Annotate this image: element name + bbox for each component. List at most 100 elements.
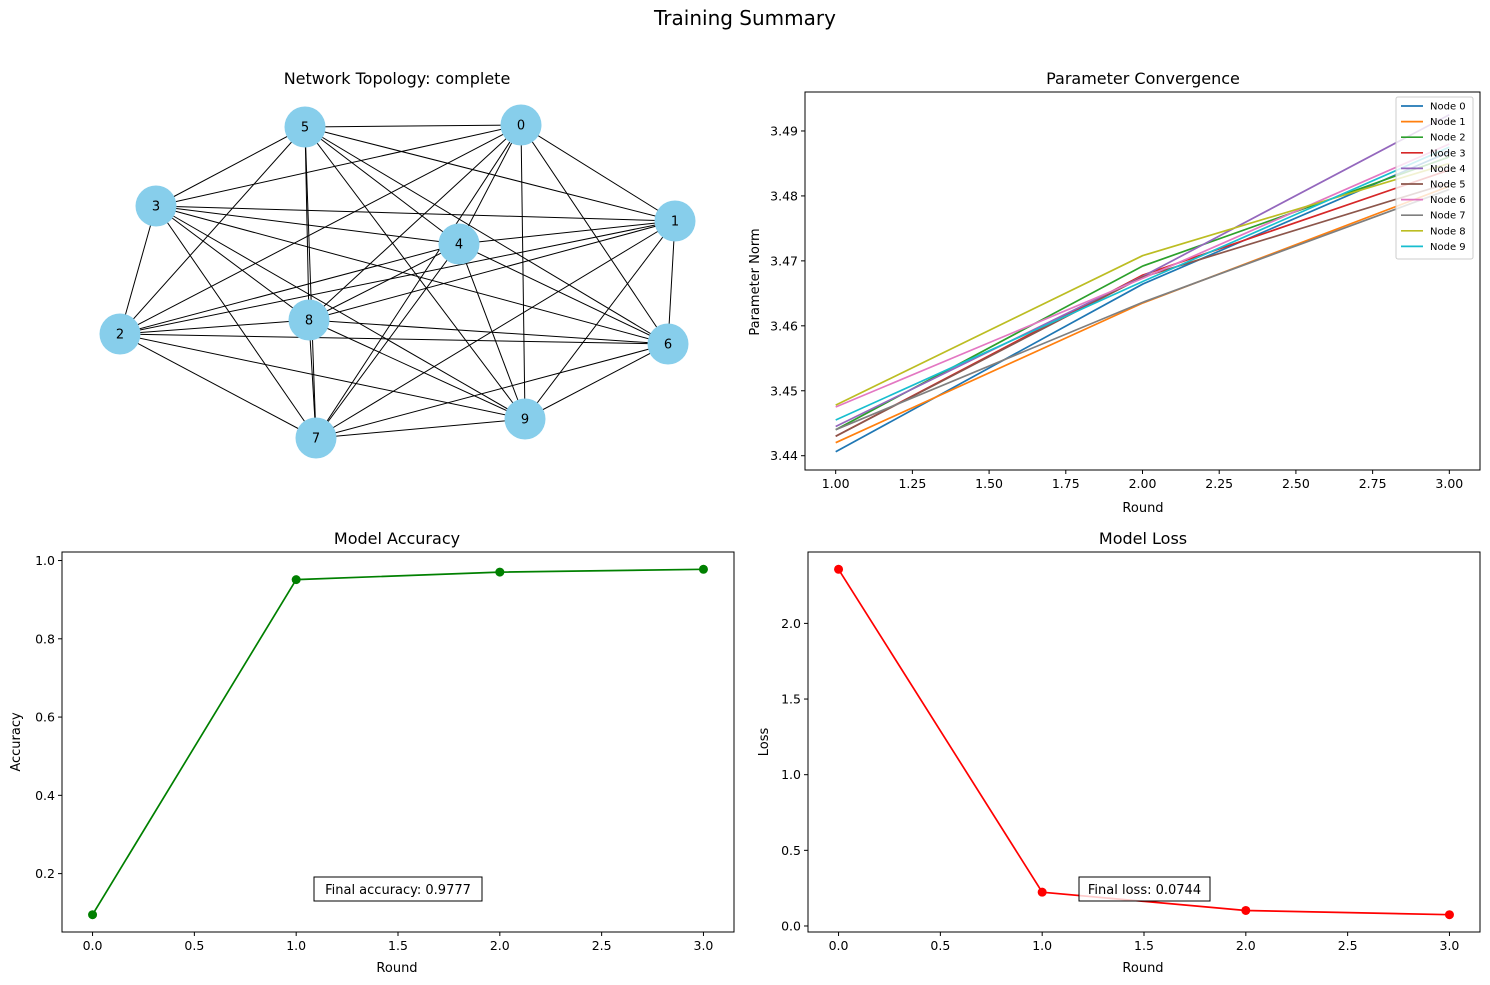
legend-entry: Node 3 — [1430, 148, 1466, 159]
annotation: Final loss: 0.0744 — [1078, 876, 1211, 902]
network-node — [288, 299, 330, 341]
network-edge — [315, 343, 669, 439]
x-tick-label: 1.50 — [975, 476, 1003, 491]
network-edge — [155, 205, 669, 345]
network-edge — [458, 243, 526, 420]
loss-axes: 0.0 0.5 1.0 1.5 2.0 2.5 3.0 0.0 0.5 1.0 1.5 2.0 Fina… — [781, 551, 1481, 953]
network-topology-title: Network Topology: complete — [284, 69, 511, 88]
legend: Node 0 Node 1 Node 2 Node 3 Node 4 Node 5 Node… — [1395, 96, 1474, 260]
annotation-text: Final loss: 0.0744 — [1088, 883, 1201, 898]
network-node-label: 1 — [671, 215, 679, 230]
y-tick-label: 3.47 — [770, 253, 798, 268]
y-tick-label: 3.46 — [770, 318, 798, 333]
network-edge — [315, 243, 460, 439]
legend-entry: Node 5 — [1430, 180, 1466, 191]
network-node — [500, 104, 542, 146]
network-node-label: 5 — [301, 121, 309, 136]
series-line — [91, 568, 704, 916]
network-node-label: 0 — [517, 119, 525, 134]
network-edge — [520, 124, 669, 345]
legend-entry: Node 2 — [1430, 133, 1466, 144]
legend-entry: Node 8 — [1430, 226, 1466, 237]
network-edge — [520, 124, 676, 222]
network-edge — [119, 205, 157, 335]
legend-entry: Node 4 — [1430, 164, 1466, 175]
y-tick-label: 0.6 — [35, 710, 55, 725]
network-edges — [119, 124, 676, 439]
network-edge — [308, 124, 522, 321]
x-tick-label: 0.0 — [83, 938, 103, 953]
network-edge — [119, 333, 526, 420]
network-node — [284, 106, 326, 148]
loss-panel: Model Loss 0.0 0.5 1.0 1.5 2.0 2.5 3.0 0.0 0.5 1.… — [757, 529, 1481, 976]
y-tick-label: 3.49 — [770, 123, 798, 138]
y-tick-label: 0.2 — [35, 866, 55, 881]
loss-title: Model Loss — [1099, 529, 1187, 548]
series-line — [835, 162, 1450, 406]
y-tick-label: 1.5 — [781, 692, 801, 707]
x-tick-label: 0.5 — [930, 938, 950, 953]
network-edge — [155, 205, 526, 420]
network-node — [504, 398, 546, 440]
x-tick-label: 1.0 — [1032, 938, 1052, 953]
network-edge — [524, 220, 676, 420]
network-node-label: 4 — [455, 238, 463, 253]
network-edge — [308, 319, 526, 420]
y-tick-label: 3.45 — [770, 383, 798, 398]
series-line — [837, 568, 1450, 916]
x-tick-label: 3.0 — [694, 938, 714, 953]
network-node-label: 3 — [152, 200, 160, 215]
x-tick-label: 2.75 — [1359, 476, 1387, 491]
annotation: Final accuracy: 0.9777 — [313, 876, 483, 902]
network-edge — [119, 333, 317, 439]
network-edge — [304, 126, 317, 439]
y-tick-label: 2.0 — [781, 616, 801, 631]
axes-frame — [61, 551, 735, 933]
network-edge — [308, 220, 676, 321]
accuracy-xlabel: Round — [376, 961, 417, 976]
data-point — [291, 575, 301, 585]
network-node-label: 7 — [312, 432, 320, 447]
network-edge — [119, 333, 669, 345]
x-tick-label: 1.0 — [286, 938, 306, 953]
network-edge — [304, 126, 669, 345]
series-line — [835, 143, 1450, 408]
series-line — [835, 182, 1450, 437]
network-edge — [119, 124, 522, 335]
network-edge — [524, 343, 669, 420]
network-node-label: 6 — [664, 338, 672, 353]
accuracy-axes: 0.0 0.5 1.0 1.5 2.0 2.5 3.0 0.2 0.4 0.6 0.8 1.0 Fina… — [35, 551, 735, 953]
network-node-label: 2 — [116, 328, 124, 343]
network-node — [647, 323, 689, 365]
network-topology-panel: Network Topology: complete 0 1 2 3 4 5 6 7 8 9 — [99, 69, 696, 459]
legend-entry: Node 9 — [1430, 242, 1466, 253]
annotation-box — [313, 876, 483, 902]
network-edge — [119, 319, 310, 335]
loss-ylabel: Loss — [757, 728, 772, 757]
network-edge — [308, 319, 669, 345]
network-nodes: 0 1 2 3 4 5 6 7 8 9 — [99, 104, 696, 459]
x-tick-label: 1.00 — [822, 476, 850, 491]
x-tick-label: 2.50 — [1282, 476, 1310, 491]
y-tick-label: 0.8 — [35, 631, 55, 646]
data-point — [1444, 910, 1454, 920]
y-tick-label: 0.4 — [35, 788, 55, 803]
x-tick-label: 2.0 — [1236, 938, 1256, 953]
network-edge — [304, 126, 526, 420]
series-line — [835, 188, 1450, 431]
network-edge — [520, 124, 526, 420]
network-edge — [304, 126, 676, 222]
network-edge — [304, 126, 460, 245]
legend-entry: Node 0 — [1430, 102, 1466, 113]
x-tick-label: 0.0 — [829, 938, 849, 953]
accuracy-panel: Model Accuracy 0.0 0.5 1.0 1.5 2.0 2.5 3.00.20… — [9, 529, 735, 976]
network-edge — [155, 205, 317, 439]
accuracy-ylabel: Accuracy — [9, 712, 24, 772]
network-node — [438, 223, 480, 265]
x-tick-label: 0.5 — [184, 938, 204, 953]
network-edge — [315, 124, 522, 439]
network-edge — [458, 124, 522, 245]
x-tick-label: 2.00 — [1129, 476, 1157, 491]
y-tick-label: 0.0 — [781, 918, 801, 933]
network-node — [135, 185, 177, 227]
